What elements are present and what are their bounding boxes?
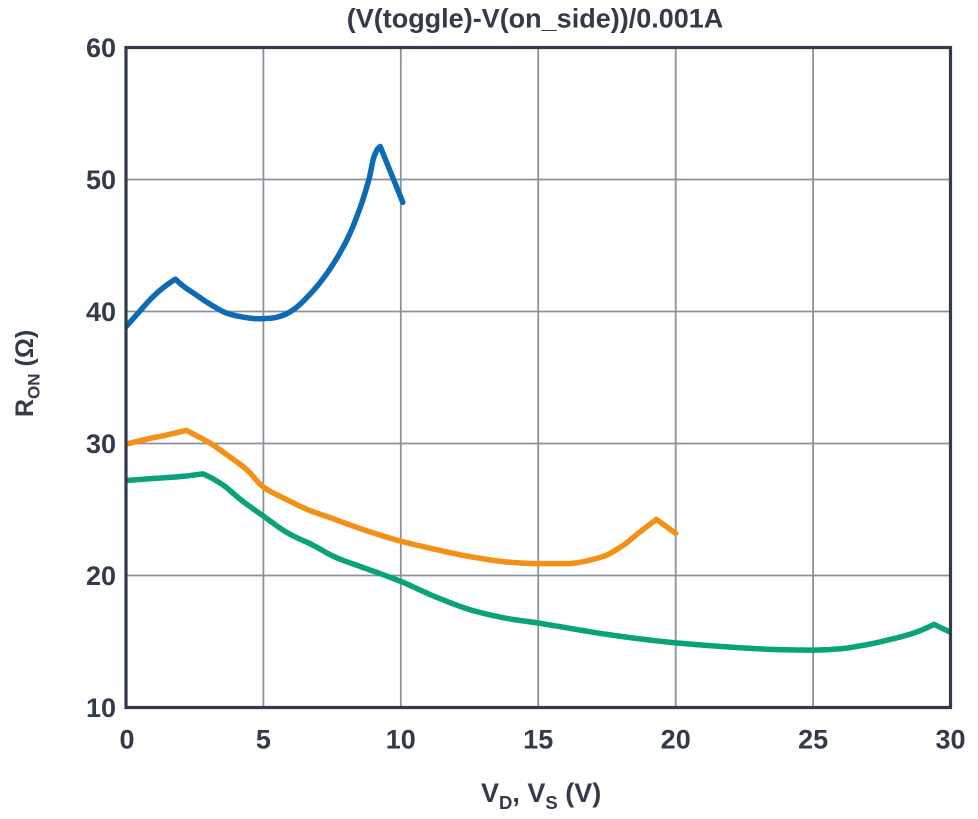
svg-text:0: 0 bbox=[119, 725, 134, 755]
svg-text:20: 20 bbox=[661, 725, 691, 755]
svg-text:30: 30 bbox=[935, 725, 965, 755]
svg-text:20: 20 bbox=[86, 561, 116, 591]
svg-text:(V(toggle)-V(on_side))/0.001A: (V(toggle)-V(on_side))/0.001A bbox=[347, 4, 724, 34]
svg-text:25: 25 bbox=[798, 725, 828, 755]
svg-text:40: 40 bbox=[86, 297, 116, 327]
svg-text:30: 30 bbox=[86, 429, 116, 459]
svg-text:50: 50 bbox=[86, 165, 116, 195]
svg-text:15: 15 bbox=[523, 725, 553, 755]
svg-text:10: 10 bbox=[86, 693, 116, 723]
svg-text:60: 60 bbox=[86, 33, 116, 63]
svg-text:10: 10 bbox=[386, 725, 416, 755]
svg-text:RON (Ω): RON (Ω) bbox=[11, 330, 44, 417]
svg-text:VD, VS (V): VD, VS (V) bbox=[481, 778, 601, 813]
svg-text:5: 5 bbox=[256, 725, 271, 755]
